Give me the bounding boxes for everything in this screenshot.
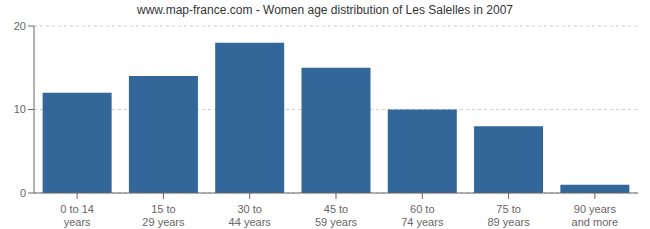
svg-text:20: 20 xyxy=(14,20,26,32)
svg-text:75 to89 years: 75 to89 years xyxy=(487,203,530,228)
svg-text:10: 10 xyxy=(14,103,26,115)
svg-text:60 to74 years: 60 to74 years xyxy=(401,203,444,228)
html-text:www.map-france.com - Women age: www.map-france.com - Women age distribut… xyxy=(137,3,513,17)
svg-text:30 to44 years: 30 to44 years xyxy=(229,203,272,228)
svg-text:15 to29 years: 15 to29 years xyxy=(142,203,185,228)
svg-text:0 to 14years: 0 to 14years xyxy=(60,203,94,228)
svg-text:45 to59 years: 45 to59 years xyxy=(315,203,358,228)
svg-text:90 yearsand more: 90 yearsand more xyxy=(572,203,618,228)
svg-text:0: 0 xyxy=(20,187,26,199)
